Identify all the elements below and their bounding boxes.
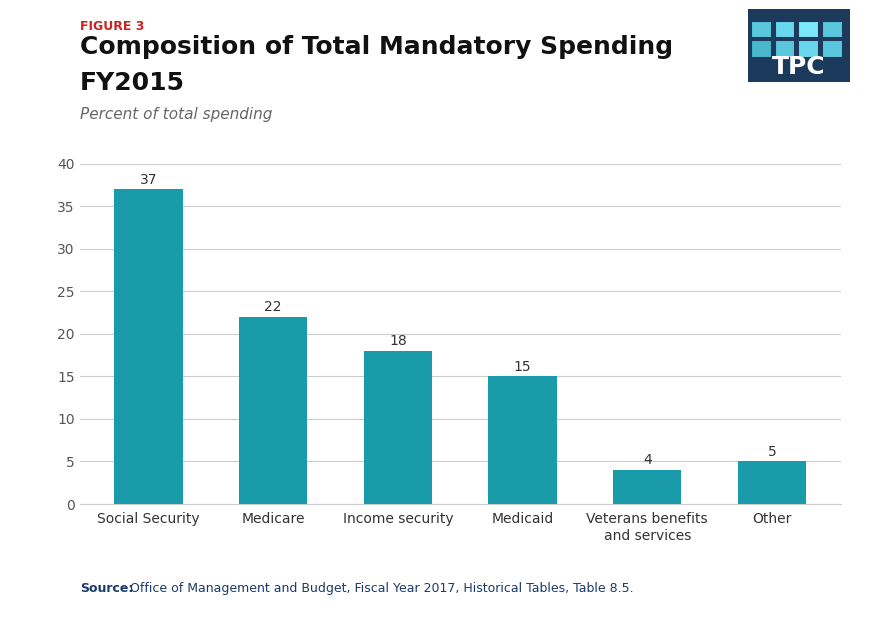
Bar: [613, 470, 681, 504]
Text: 5: 5: [767, 445, 776, 459]
Text: Office of Management and Budget, Fiscal Year 2017, Historical Tables, Table 8.5.: Office of Management and Budget, Fiscal …: [126, 582, 634, 595]
FancyBboxPatch shape: [774, 21, 796, 38]
Bar: [114, 189, 183, 504]
FancyBboxPatch shape: [774, 40, 796, 58]
FancyBboxPatch shape: [798, 21, 820, 38]
Bar: [239, 317, 307, 504]
Text: 4: 4: [643, 454, 651, 467]
Text: Percent of total spending: Percent of total spending: [80, 107, 272, 122]
FancyBboxPatch shape: [822, 40, 843, 58]
Text: 18: 18: [389, 335, 407, 348]
FancyBboxPatch shape: [822, 21, 843, 38]
Bar: [737, 461, 806, 504]
Text: FY2015: FY2015: [80, 71, 185, 94]
Text: Composition of Total Mandatory Spending: Composition of Total Mandatory Spending: [80, 35, 673, 59]
Text: FIGURE 3: FIGURE 3: [80, 20, 144, 33]
FancyBboxPatch shape: [748, 9, 850, 82]
FancyBboxPatch shape: [750, 40, 772, 58]
Text: 22: 22: [265, 301, 282, 314]
Bar: [364, 351, 432, 504]
FancyBboxPatch shape: [750, 21, 772, 38]
Text: 15: 15: [513, 360, 531, 374]
Text: TPC: TPC: [772, 55, 826, 79]
Bar: [489, 376, 557, 504]
Text: 37: 37: [140, 173, 158, 186]
FancyBboxPatch shape: [798, 40, 820, 58]
Text: Source:: Source:: [80, 582, 133, 595]
